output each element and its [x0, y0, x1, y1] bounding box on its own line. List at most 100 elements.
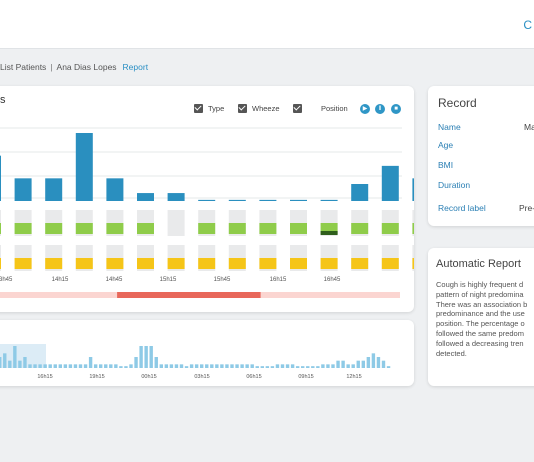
timeline-bar — [73, 364, 78, 368]
timeline-bar — [240, 364, 244, 368]
timeline-bar — [119, 366, 123, 368]
main-bar — [259, 199, 277, 201]
position-row-segment — [381, 258, 399, 269]
timeline-bar — [265, 366, 270, 368]
play-button[interactable]: ▶ — [360, 104, 370, 114]
timeline-bar — [205, 364, 209, 368]
breadcrumb: List Patients | Ana Dias Lopes Report — [0, 62, 148, 72]
breadcrumb-list-patients[interactable]: List Patients — [0, 62, 47, 72]
timeline-bar — [124, 366, 128, 368]
x-tick-label: 16h15 — [270, 277, 287, 283]
report-line: pattern of night predomina — [436, 289, 524, 299]
breadcrumb-patient-name[interactable]: Ana Dias Lopes — [56, 62, 117, 72]
timeline-bar — [301, 366, 305, 368]
type-row-background — [167, 210, 185, 236]
legend-type[interactable]: Type — [194, 104, 224, 113]
legend-position[interactable]: Position — [293, 104, 348, 113]
timeline-bar — [230, 364, 234, 368]
timeline-bar — [215, 364, 219, 368]
type-row-segment — [198, 223, 216, 234]
timeline-bar — [321, 364, 325, 368]
timeline-bar — [306, 366, 310, 368]
timeline-bar — [83, 364, 88, 368]
legend-wheeze-label: Wheeze — [252, 104, 280, 113]
timeline-panel: 16h15 19h15 00h15 03h15 06h15 09h15 12h15 — [0, 320, 414, 386]
breadcrumb-separator: | — [50, 62, 53, 72]
type-row-segment — [14, 223, 32, 234]
x-tick-label: 16h45 — [324, 277, 341, 283]
main-bar — [320, 199, 338, 201]
timeline-bar — [311, 366, 315, 368]
timeline-bar — [13, 346, 17, 368]
timeline-bar — [38, 364, 42, 368]
timeline-bar — [164, 364, 169, 368]
checkbox-icon[interactable] — [238, 104, 247, 113]
timeline-bar — [139, 346, 143, 368]
report-line: detected. — [436, 348, 467, 358]
pause-button[interactable]: Ⅱ — [375, 104, 385, 114]
report-line: position. The percentage o — [436, 319, 525, 329]
timeline-bar — [189, 364, 194, 368]
type-row-segment — [106, 223, 124, 234]
timeline-bar — [361, 360, 365, 368]
timeline-bar — [104, 364, 108, 368]
timeline-bar — [285, 364, 290, 368]
timeline-tick-label: 09h15 — [298, 374, 313, 380]
timeline-bar — [58, 364, 62, 368]
timeline-bar — [48, 364, 52, 368]
main-bar — [45, 178, 63, 201]
timeline-bar — [169, 364, 174, 368]
timeline-bar — [371, 353, 376, 368]
report-body: Cough is highly frequent d pattern of ni… — [436, 280, 534, 358]
timeline-bar — [68, 364, 73, 368]
timeline-bar — [376, 357, 381, 368]
x-tick-label: 13h45 — [0, 277, 13, 283]
chart-panel: s 13h45 14h15 14h45 15h15 15h45 16h15 16h45 — [0, 86, 414, 312]
position-row-segment — [167, 258, 185, 269]
timeline-bar — [93, 364, 98, 368]
timeline-bar — [174, 364, 179, 368]
header-link[interactable]: C — [523, 18, 532, 32]
legend-position-label: Position — [321, 104, 348, 113]
timeline-bar — [33, 364, 37, 368]
timeline-bar — [225, 364, 229, 368]
breadcrumb-current: Report — [122, 62, 149, 72]
timeline-bar — [386, 366, 391, 368]
main-bar — [351, 184, 369, 201]
type-row-segment — [412, 223, 414, 234]
x-tick-label: 14h15 — [52, 277, 69, 283]
timeline-bar — [3, 353, 7, 368]
timeline-bar — [290, 364, 295, 368]
main-bar — [167, 193, 185, 201]
stop-button[interactable]: ■ — [391, 104, 401, 114]
timeline-bar — [43, 364, 47, 368]
pause-icon: Ⅱ — [378, 106, 382, 112]
legend-wheeze[interactable]: Wheeze — [238, 104, 280, 113]
position-row-segment — [14, 258, 32, 269]
type-row-segment — [320, 223, 338, 234]
position-row-segment — [259, 258, 277, 269]
timeline-bar — [134, 357, 138, 368]
timeline-tick-label: 00h15 — [141, 374, 156, 380]
timeline-bar — [63, 364, 68, 368]
timeline-bar — [326, 364, 330, 368]
timeline-bar — [99, 364, 103, 368]
timeline-bar — [346, 364, 350, 368]
main-bar — [137, 193, 154, 201]
timeline-bar — [109, 364, 113, 368]
x-tick-label: 15h15 — [160, 277, 177, 283]
type-row-segment — [75, 223, 93, 234]
timeline-tick-label: 03h15 — [194, 374, 209, 380]
checkbox-icon[interactable] — [194, 104, 203, 113]
report-line: Cough is highly frequent d — [436, 280, 524, 289]
timeline-bar — [23, 357, 27, 368]
timeline-bar — [149, 346, 153, 368]
timeline-tick-label: 16h15 — [37, 374, 52, 380]
position-row-segment — [75, 258, 93, 269]
checkbox-icon[interactable] — [293, 104, 302, 113]
timeline-bar — [18, 360, 22, 368]
timeline-bar — [184, 366, 189, 368]
x-tick-label: 15h45 — [214, 277, 231, 283]
timeline-chart[interactable]: 16h15 19h15 00h15 03h15 06h15 09h15 12h15 — [0, 320, 414, 386]
position-row-segment — [198, 258, 216, 269]
